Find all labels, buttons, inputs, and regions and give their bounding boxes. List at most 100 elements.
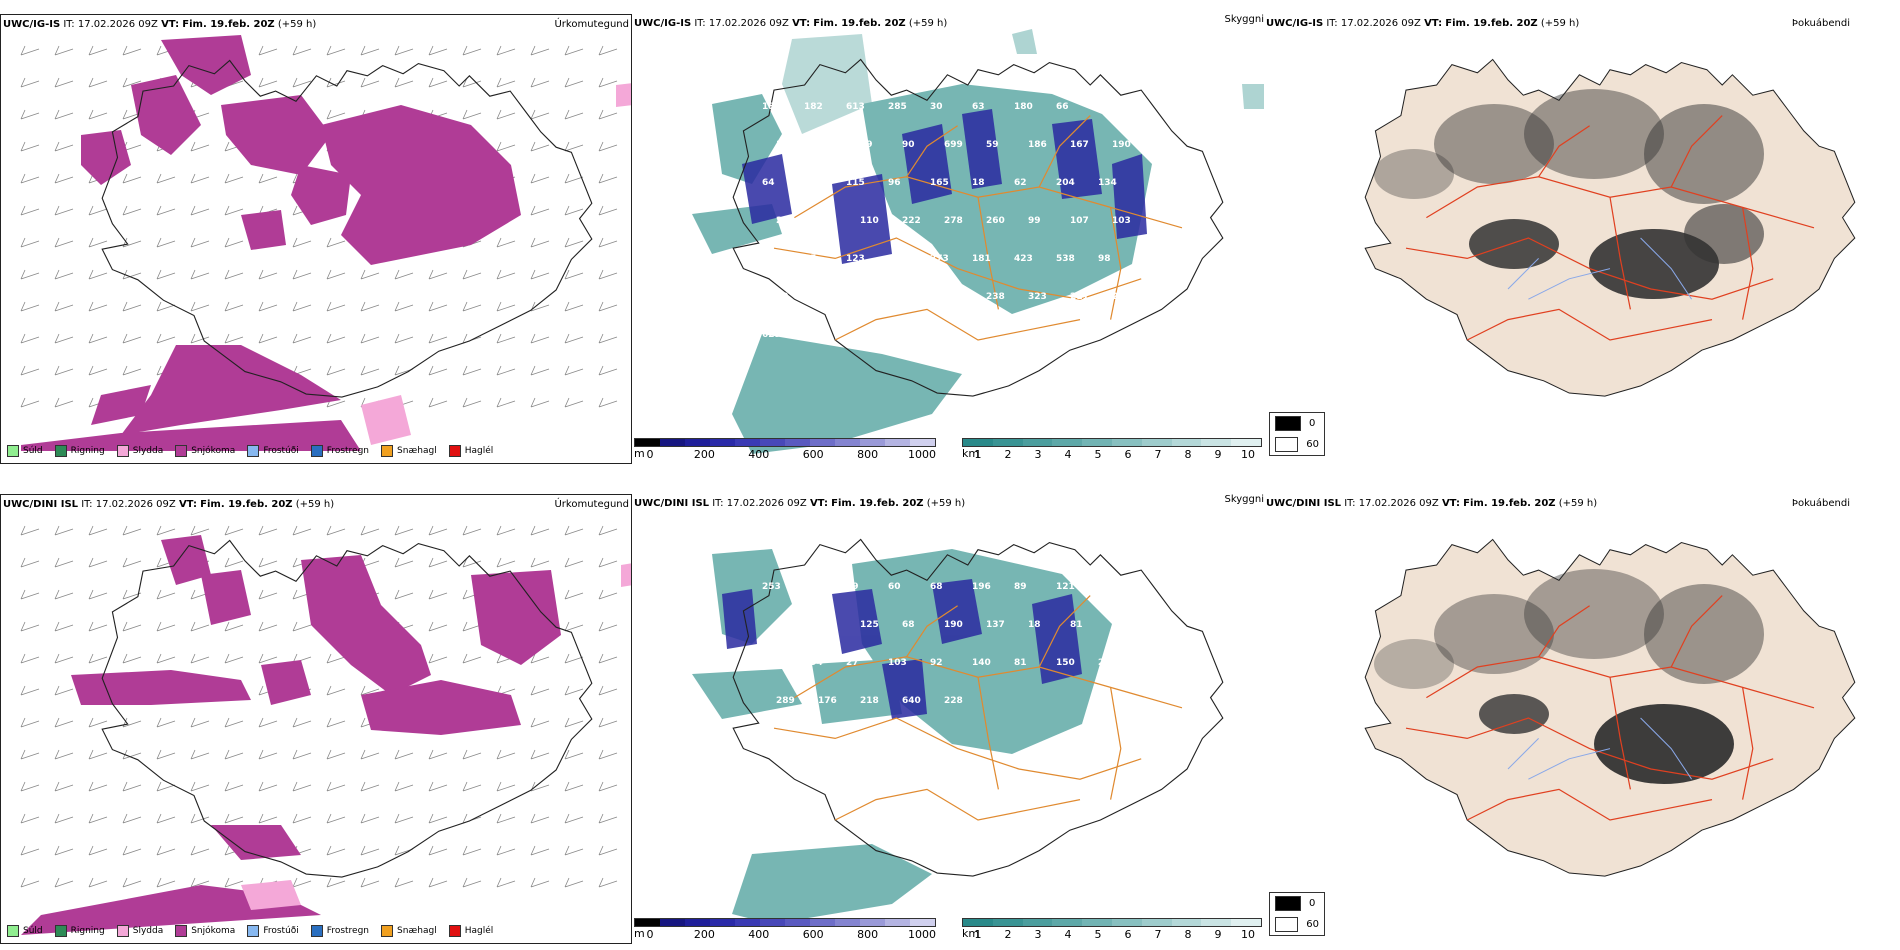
colorbar-swatch xyxy=(1022,919,1053,926)
vis-panel-row1: UWC/IG-IS IT: 17.02.2026 09Z VT: Fim. 19… xyxy=(632,14,1264,464)
vis-value-label: 157 xyxy=(762,254,781,264)
wind-barb xyxy=(224,813,244,824)
precip-map xyxy=(20,35,631,451)
vis-map: 253 222 79 60 68 196 89 121 97 235 277 125 68 190 137 1… xyxy=(692,538,1224,924)
legend-swatch xyxy=(54,445,67,457)
colorbar-swatch xyxy=(910,439,935,446)
colorbar-swatch xyxy=(685,919,710,926)
wind-barb xyxy=(156,269,176,280)
wind-barb xyxy=(360,269,380,280)
wind-barb xyxy=(598,813,618,824)
vis-value-label: 190 xyxy=(1112,140,1131,150)
wind-barb xyxy=(326,269,346,280)
fog-panel-row2: UWC/DINI ISL IT: 17.02.2026 09Z VT: Fim.… xyxy=(1264,494,1900,944)
wind-barb xyxy=(292,621,312,632)
wind-barb xyxy=(530,365,550,376)
wind-barb xyxy=(326,717,346,728)
vis-value-label: 629 xyxy=(762,330,781,340)
road-line xyxy=(1405,717,1774,780)
wind-barb xyxy=(598,45,618,56)
wind-barb xyxy=(462,269,482,280)
wind-barb xyxy=(598,397,618,408)
wind-barb xyxy=(258,653,278,664)
panel-name: Úrkomutegund xyxy=(554,19,629,30)
legend-item: Frostúði xyxy=(247,925,299,937)
wind-barb xyxy=(258,45,278,56)
legend-swatch xyxy=(7,445,19,457)
colorbar-tick: 10 xyxy=(1241,928,1255,941)
land-fill xyxy=(1364,538,1856,877)
colorbar-tick: 9 xyxy=(1214,448,1222,461)
wind-barb xyxy=(326,653,346,664)
wind-barb xyxy=(156,813,176,824)
fog-key-row: 0 xyxy=(1270,893,1324,914)
fog-key-row: 60 xyxy=(1270,434,1324,455)
wind-barb xyxy=(122,781,142,792)
colorbar-swatch xyxy=(735,439,760,446)
wind-barb xyxy=(54,205,74,216)
vis-value-label: 504 xyxy=(804,330,823,340)
wind-barb xyxy=(598,77,618,88)
wind-barb xyxy=(258,589,278,600)
wind-barb xyxy=(564,109,584,120)
vis-value-label: 640 xyxy=(902,696,921,706)
wind-barb xyxy=(122,845,142,856)
legend-label: Snjókoma xyxy=(191,926,236,936)
wind-barb xyxy=(428,333,448,344)
road-line xyxy=(1670,115,1723,188)
wind-barb xyxy=(258,749,278,760)
wind-barb xyxy=(292,269,312,280)
panel-title: UWC/DINI ISL IT: 17.02.2026 09Z VT: Fim.… xyxy=(634,498,966,509)
wind-barb xyxy=(360,781,380,792)
wind-barb xyxy=(496,365,516,376)
wind-barb xyxy=(360,77,380,88)
wind-barb xyxy=(428,877,448,888)
wind-barb xyxy=(258,621,278,632)
vis-map: 180 182 613 285 30 63 180 66 22 16 59 79 90 699 59 186 1… xyxy=(692,29,1264,454)
road-line xyxy=(1466,788,1713,821)
wind-barb xyxy=(88,525,108,536)
wind-barb xyxy=(428,781,448,792)
vis-labels: 253 222 79 60 68 196 89 121 97 235 277 125 68 190 137 1… xyxy=(762,582,1131,706)
sleet-areas xyxy=(361,83,631,445)
wind-barb xyxy=(428,589,448,600)
wind-barb xyxy=(428,653,448,664)
wind-barb xyxy=(394,813,414,824)
legend-swatch xyxy=(175,445,188,457)
legend-item: Snjókoma xyxy=(175,925,235,937)
wind-barb xyxy=(122,237,142,248)
wind-barb xyxy=(428,365,448,376)
wind-barb xyxy=(292,45,312,56)
legend-label: Haglél xyxy=(464,926,494,936)
wind-barb xyxy=(224,717,244,728)
wind-barb xyxy=(258,301,278,312)
legend-item: Frostregn xyxy=(310,925,369,937)
wind-barb xyxy=(598,173,618,184)
road-line xyxy=(1109,687,1122,800)
wind-barb xyxy=(326,525,346,536)
colorbar-tick: 7 xyxy=(1154,448,1162,461)
river-line xyxy=(1507,258,1539,290)
wind-barb xyxy=(224,333,244,344)
wind-barb xyxy=(88,365,108,376)
wind-barb xyxy=(54,877,74,888)
legend-swatch xyxy=(7,925,19,937)
panel-name: Þokuábendi xyxy=(1791,498,1850,509)
colorbar-swatch xyxy=(860,439,885,446)
wind-barb xyxy=(598,845,618,856)
wind-barb xyxy=(530,205,550,216)
wind-barb xyxy=(292,749,312,760)
wind-barb xyxy=(224,173,244,184)
wind-barb xyxy=(564,685,584,696)
wind-barb xyxy=(88,653,108,664)
wind-barb xyxy=(156,845,176,856)
wind-barb xyxy=(496,557,516,568)
wind-barb xyxy=(394,877,414,888)
wind-barb xyxy=(190,653,210,664)
colorbar-swatch xyxy=(635,439,660,446)
wind-barb xyxy=(122,77,142,88)
vis-value-label: 81 xyxy=(1014,658,1027,668)
wind-barb xyxy=(54,397,74,408)
panel-title: UWC/DINI ISL IT: 17.02.2026 09Z VT: Fim.… xyxy=(1266,498,1598,509)
vis-value-label: 165 xyxy=(930,178,949,188)
